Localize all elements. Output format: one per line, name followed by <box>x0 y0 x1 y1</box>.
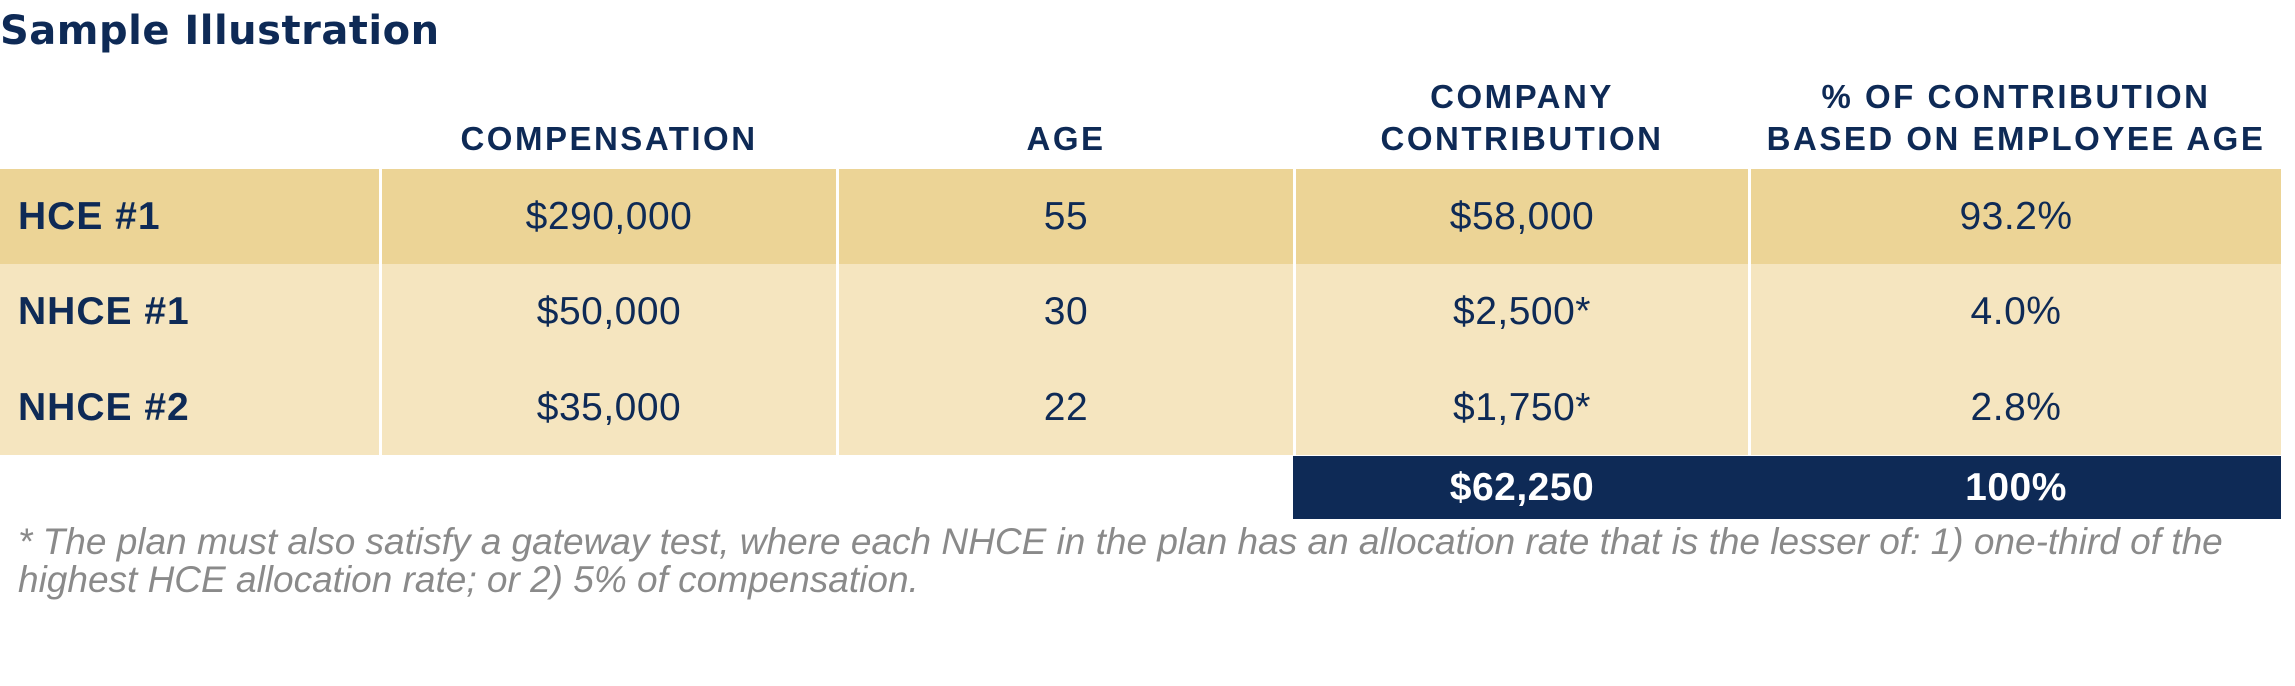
cell-contribution-nhce-1: $2,500* <box>1296 264 1748 360</box>
cell-compensation-hce-1: $290,000 <box>382 169 836 264</box>
header-company-contribution: COMPANY CONTRIBUTION <box>1296 70 1748 160</box>
cell-contribution-hce-1: $58,000 <box>1296 169 1748 264</box>
header-age: AGE <box>839 70 1293 160</box>
total-contribution: $62,250 <box>1293 456 1751 519</box>
header-company-contribution-line2: CONTRIBUTION <box>1380 120 1664 157</box>
footnote: * The plan must also satisfy a gateway t… <box>18 521 2223 600</box>
cell-age-nhce-1: 30 <box>839 264 1293 360</box>
total-pct: 100% <box>1751 456 2281 519</box>
cell-pct-nhce-1: 4.0% <box>1751 264 2281 360</box>
header-pct-line1: % OF CONTRIBUTION <box>1821 78 2211 115</box>
header-compensation-label: COMPENSATION <box>460 120 758 157</box>
cell-compensation-nhce-2: $35,000 <box>382 360 836 455</box>
page-title: Sample Illustration <box>0 8 440 54</box>
header-age-label: AGE <box>1026 120 1106 157</box>
header-compensation: COMPENSATION <box>382 70 836 160</box>
cell-compensation-nhce-1: $50,000 <box>382 264 836 360</box>
cell-age-hce-1: 55 <box>839 169 1293 264</box>
row-label-nhce-1: NHCE #1 <box>0 264 379 360</box>
row-label-nhce-2: NHCE #2 <box>0 360 379 455</box>
header-company-contribution-line1: COMPANY <box>1430 78 1614 115</box>
cell-pct-nhce-2: 2.8% <box>1751 360 2281 455</box>
cell-contribution-nhce-2: $1,750* <box>1296 360 1748 455</box>
header-pct-line2: BASED ON EMPLOYEE AGE <box>1766 120 2266 157</box>
header-pct-contribution: % OF CONTRIBUTION BASED ON EMPLOYEE AGE <box>1751 70 2281 160</box>
cell-pct-hce-1: 93.2% <box>1751 169 2281 264</box>
row-label-hce-1: HCE #1 <box>0 169 379 264</box>
cell-age-nhce-2: 22 <box>839 360 1293 455</box>
